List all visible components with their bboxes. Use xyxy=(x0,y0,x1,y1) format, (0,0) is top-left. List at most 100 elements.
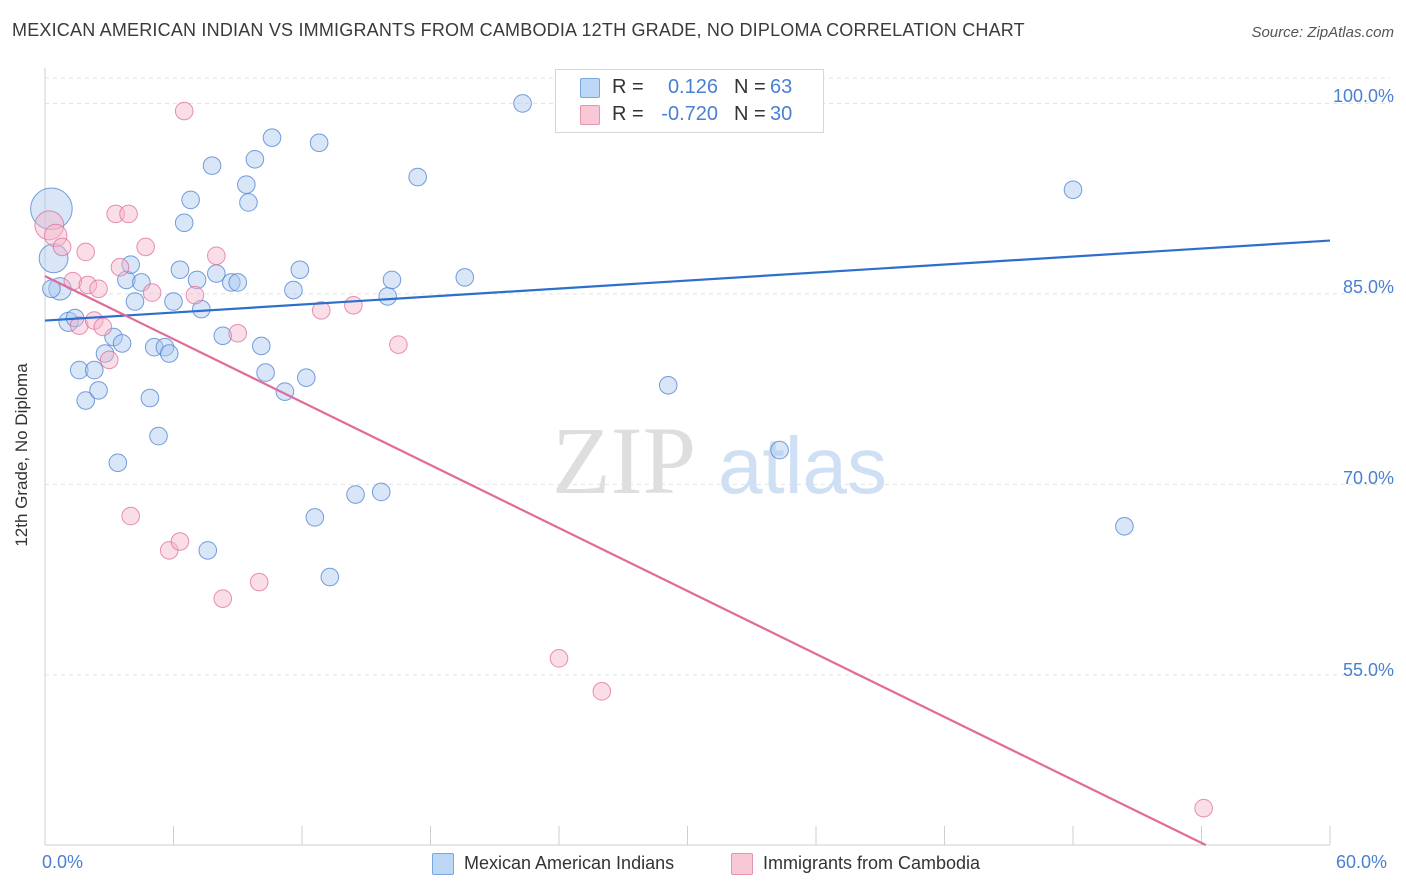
point-cambodia xyxy=(1194,798,1213,818)
point-mexican-american-indian xyxy=(222,273,241,292)
point-mexican-american-indian xyxy=(76,391,95,410)
point-mexican-american-indian xyxy=(1115,516,1134,536)
point-cambodia xyxy=(136,237,155,257)
point-mexican-american-indian xyxy=(125,292,145,311)
point-mexican-american-indian xyxy=(213,326,233,346)
point-mexican-american-indian xyxy=(346,485,365,504)
legend-n-value: 63 xyxy=(770,76,793,98)
point-mexican-american-indian xyxy=(164,292,183,311)
point-mexican-american-indian xyxy=(170,260,190,280)
point-mexican-american-indian xyxy=(658,376,678,395)
y-tick-100: 100.0% xyxy=(1332,86,1394,106)
point-mexican-american-indian xyxy=(252,336,271,356)
x-axis xyxy=(44,68,1331,846)
point-mexican-american-indian xyxy=(770,440,789,460)
y-tick-85: 85.0% xyxy=(1342,277,1394,297)
correlation-legend: R = 0.126 N = 63 R = -0.720 N = 30 xyxy=(555,69,824,133)
point-cambodia xyxy=(207,246,226,266)
point-mexican-american-indian xyxy=(202,156,222,175)
point-mexican-american-indian xyxy=(69,360,89,380)
chart-title: MEXICAN AMERICAN INDIAN VS IMMIGRANTS FR… xyxy=(12,20,1025,40)
point-cambodia xyxy=(592,682,612,701)
point-mexican-american-indian xyxy=(256,363,275,382)
point-mexican-american-indian xyxy=(84,360,104,380)
legend-n-value: 30 xyxy=(770,103,793,125)
point-cambodia xyxy=(119,204,138,224)
point-mexican-american-indian xyxy=(174,213,194,233)
y-tick-70: 70.0% xyxy=(1342,468,1394,488)
point-mexican-american-indian xyxy=(262,128,282,147)
point-cambodia xyxy=(110,257,130,277)
legend-label: Mexican American Indians xyxy=(464,853,675,873)
point-mexican-american-indian xyxy=(198,541,218,560)
point-mexican-american-indian xyxy=(121,255,140,274)
data-points xyxy=(30,94,1213,818)
point-cambodia xyxy=(213,589,233,608)
legend-r-value: 0.126 xyxy=(667,76,718,98)
point-mexican-american-indian xyxy=(513,94,532,113)
point-mexican-american-indian xyxy=(187,270,207,290)
legend-swatch-blue xyxy=(432,853,454,875)
x-min-label: 0.0% xyxy=(42,852,84,872)
point-mexican-american-indian xyxy=(89,381,108,400)
source-label: Source: ZipAtlas.com xyxy=(1251,24,1394,41)
point-cambodia xyxy=(78,275,98,295)
point-cambodia xyxy=(344,296,363,315)
point-mexican-american-indian xyxy=(245,149,265,169)
point-cambodia xyxy=(174,101,194,121)
point-mexican-american-indian xyxy=(140,388,160,408)
point-mexican-american-indian xyxy=(408,167,427,187)
legend-swatch-blue xyxy=(580,78,600,98)
point-mexican-american-indian xyxy=(309,133,329,153)
point-mexican-american-indian xyxy=(378,287,397,306)
legend-swatch-pink xyxy=(580,105,600,125)
legend-r-value: -0.720 xyxy=(661,103,718,125)
point-mexican-american-indian xyxy=(296,368,316,387)
point-mexican-american-indian xyxy=(108,453,128,473)
watermark-zip: ZIP xyxy=(552,407,696,514)
trend-line-cambodia xyxy=(44,275,1207,846)
point-mexican-american-indian xyxy=(239,193,258,212)
point-cambodia xyxy=(106,204,125,224)
point-mexican-american-indian xyxy=(112,334,132,353)
point-mexican-american-indian xyxy=(320,567,340,587)
point-cambodia xyxy=(44,223,68,248)
point-cambodia xyxy=(185,285,205,305)
point-mexican-american-indian xyxy=(149,426,168,446)
grid-lines xyxy=(45,77,1390,676)
legend-row-mexican: R = 0.126 N = 63 xyxy=(556,74,823,102)
legend-swatch-pink xyxy=(731,853,753,875)
y-tick-55: 55.0% xyxy=(1342,660,1394,680)
point-mexican-american-indian xyxy=(181,190,200,210)
point-mexican-american-indian xyxy=(228,273,248,292)
legend-r-label: R = xyxy=(612,76,644,98)
legend-n-label: N = xyxy=(734,103,766,125)
point-cambodia xyxy=(121,506,140,526)
point-cambodia xyxy=(549,649,569,668)
legend-n-label: N = xyxy=(734,76,766,98)
legend-row-cambodia: R = -0.720 N = 30 xyxy=(556,101,823,129)
point-cambodia xyxy=(93,317,113,337)
point-mexican-american-indian xyxy=(237,175,256,194)
point-mexican-american-indian xyxy=(192,299,211,319)
point-cambodia xyxy=(228,323,248,343)
point-cambodia xyxy=(389,335,408,354)
point-cambodia xyxy=(89,279,108,299)
point-cambodia xyxy=(170,532,190,551)
point-mexican-american-indian xyxy=(159,344,179,363)
point-mexican-american-indian xyxy=(371,482,391,502)
point-mexican-american-indian xyxy=(1063,180,1083,200)
point-cambodia xyxy=(142,283,162,302)
point-mexican-american-indian xyxy=(284,280,303,300)
trend-lines xyxy=(44,239,1331,846)
point-cambodia xyxy=(52,237,72,257)
watermark-atlas: atlas xyxy=(718,421,887,510)
x-max-label: 60.0% xyxy=(1336,852,1388,872)
point-mexican-american-indian xyxy=(290,260,310,280)
point-cambodia xyxy=(311,301,331,320)
point-cambodia xyxy=(76,242,95,262)
point-cambodia xyxy=(99,350,119,370)
point-cambodia xyxy=(249,572,269,592)
point-cambodia xyxy=(34,210,65,241)
